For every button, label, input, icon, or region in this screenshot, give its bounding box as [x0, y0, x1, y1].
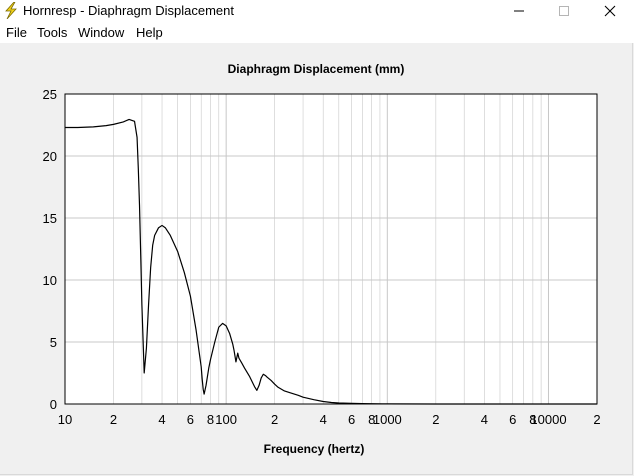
x-tick-label: 8 [368, 412, 375, 427]
y-tick-label: 0 [50, 397, 57, 412]
y-axis-ticks: 0 5 10 15 20 25 [43, 87, 57, 412]
maximize-icon [559, 6, 569, 16]
y-tick-label: 10 [43, 273, 57, 288]
x-axis-label: Frequency (hertz) [264, 442, 365, 456]
x-tick-label: 6 [187, 412, 194, 427]
menu-window[interactable]: Window [78, 25, 125, 40]
grid-lines [65, 94, 597, 404]
x-tick-label: 100 [215, 412, 237, 427]
x-tick-label: 6 [509, 412, 516, 427]
x-tick-label: 4 [158, 412, 165, 427]
menu-bar: File Tools Window Help [0, 21, 634, 43]
y-tick-label: 25 [43, 87, 57, 102]
displacement-curve [65, 118, 597, 405]
menu-tools[interactable]: Tools [37, 25, 68, 40]
minimize-button[interactable] [496, 0, 542, 21]
x-tick-label: 8 [207, 412, 214, 427]
title-bar[interactable]: Hornresp - Diaphragm Displacement [0, 0, 634, 21]
menu-file[interactable]: File [6, 25, 27, 40]
chart-window-client: Diaphragm Displacement (mm) 0 5 10 15 20 25 1… [0, 43, 633, 475]
y-tick-label: 5 [50, 335, 57, 350]
minimize-icon [514, 10, 524, 12]
close-button[interactable] [587, 0, 633, 21]
x-tick-label: 2 [110, 412, 117, 427]
menu-help[interactable]: Help [136, 25, 163, 40]
x-tick-label: 4 [320, 412, 327, 427]
lightning-bolt-icon [5, 2, 17, 19]
x-tick-label: 10000 [530, 412, 566, 427]
displacement-chart: Diaphragm Displacement (mm) 0 5 10 15 20 25 1… [43, 62, 601, 456]
plot-frame [64, 93, 598, 405]
x-tick-label: 2 [271, 412, 278, 427]
y-tick-label: 15 [43, 211, 57, 226]
maximize-button[interactable] [541, 0, 587, 21]
window-title: Hornresp - Diaphragm Displacement [23, 3, 234, 18]
close-icon [604, 5, 616, 17]
y-tick-label: 20 [43, 149, 57, 164]
x-tick-label: 8 [529, 412, 536, 427]
chart-title: Diaphragm Displacement (mm) [228, 62, 405, 76]
x-tick-label: 1000 [373, 412, 402, 427]
x-tick-label: 6 [348, 412, 355, 427]
x-tick-label: 2 [593, 412, 600, 427]
x-tick-label: 10 [58, 412, 72, 427]
x-tick-label: 2 [432, 412, 439, 427]
x-tick-label: 4 [481, 412, 488, 427]
curve-layer [65, 118, 597, 405]
plot-area [65, 94, 597, 404]
